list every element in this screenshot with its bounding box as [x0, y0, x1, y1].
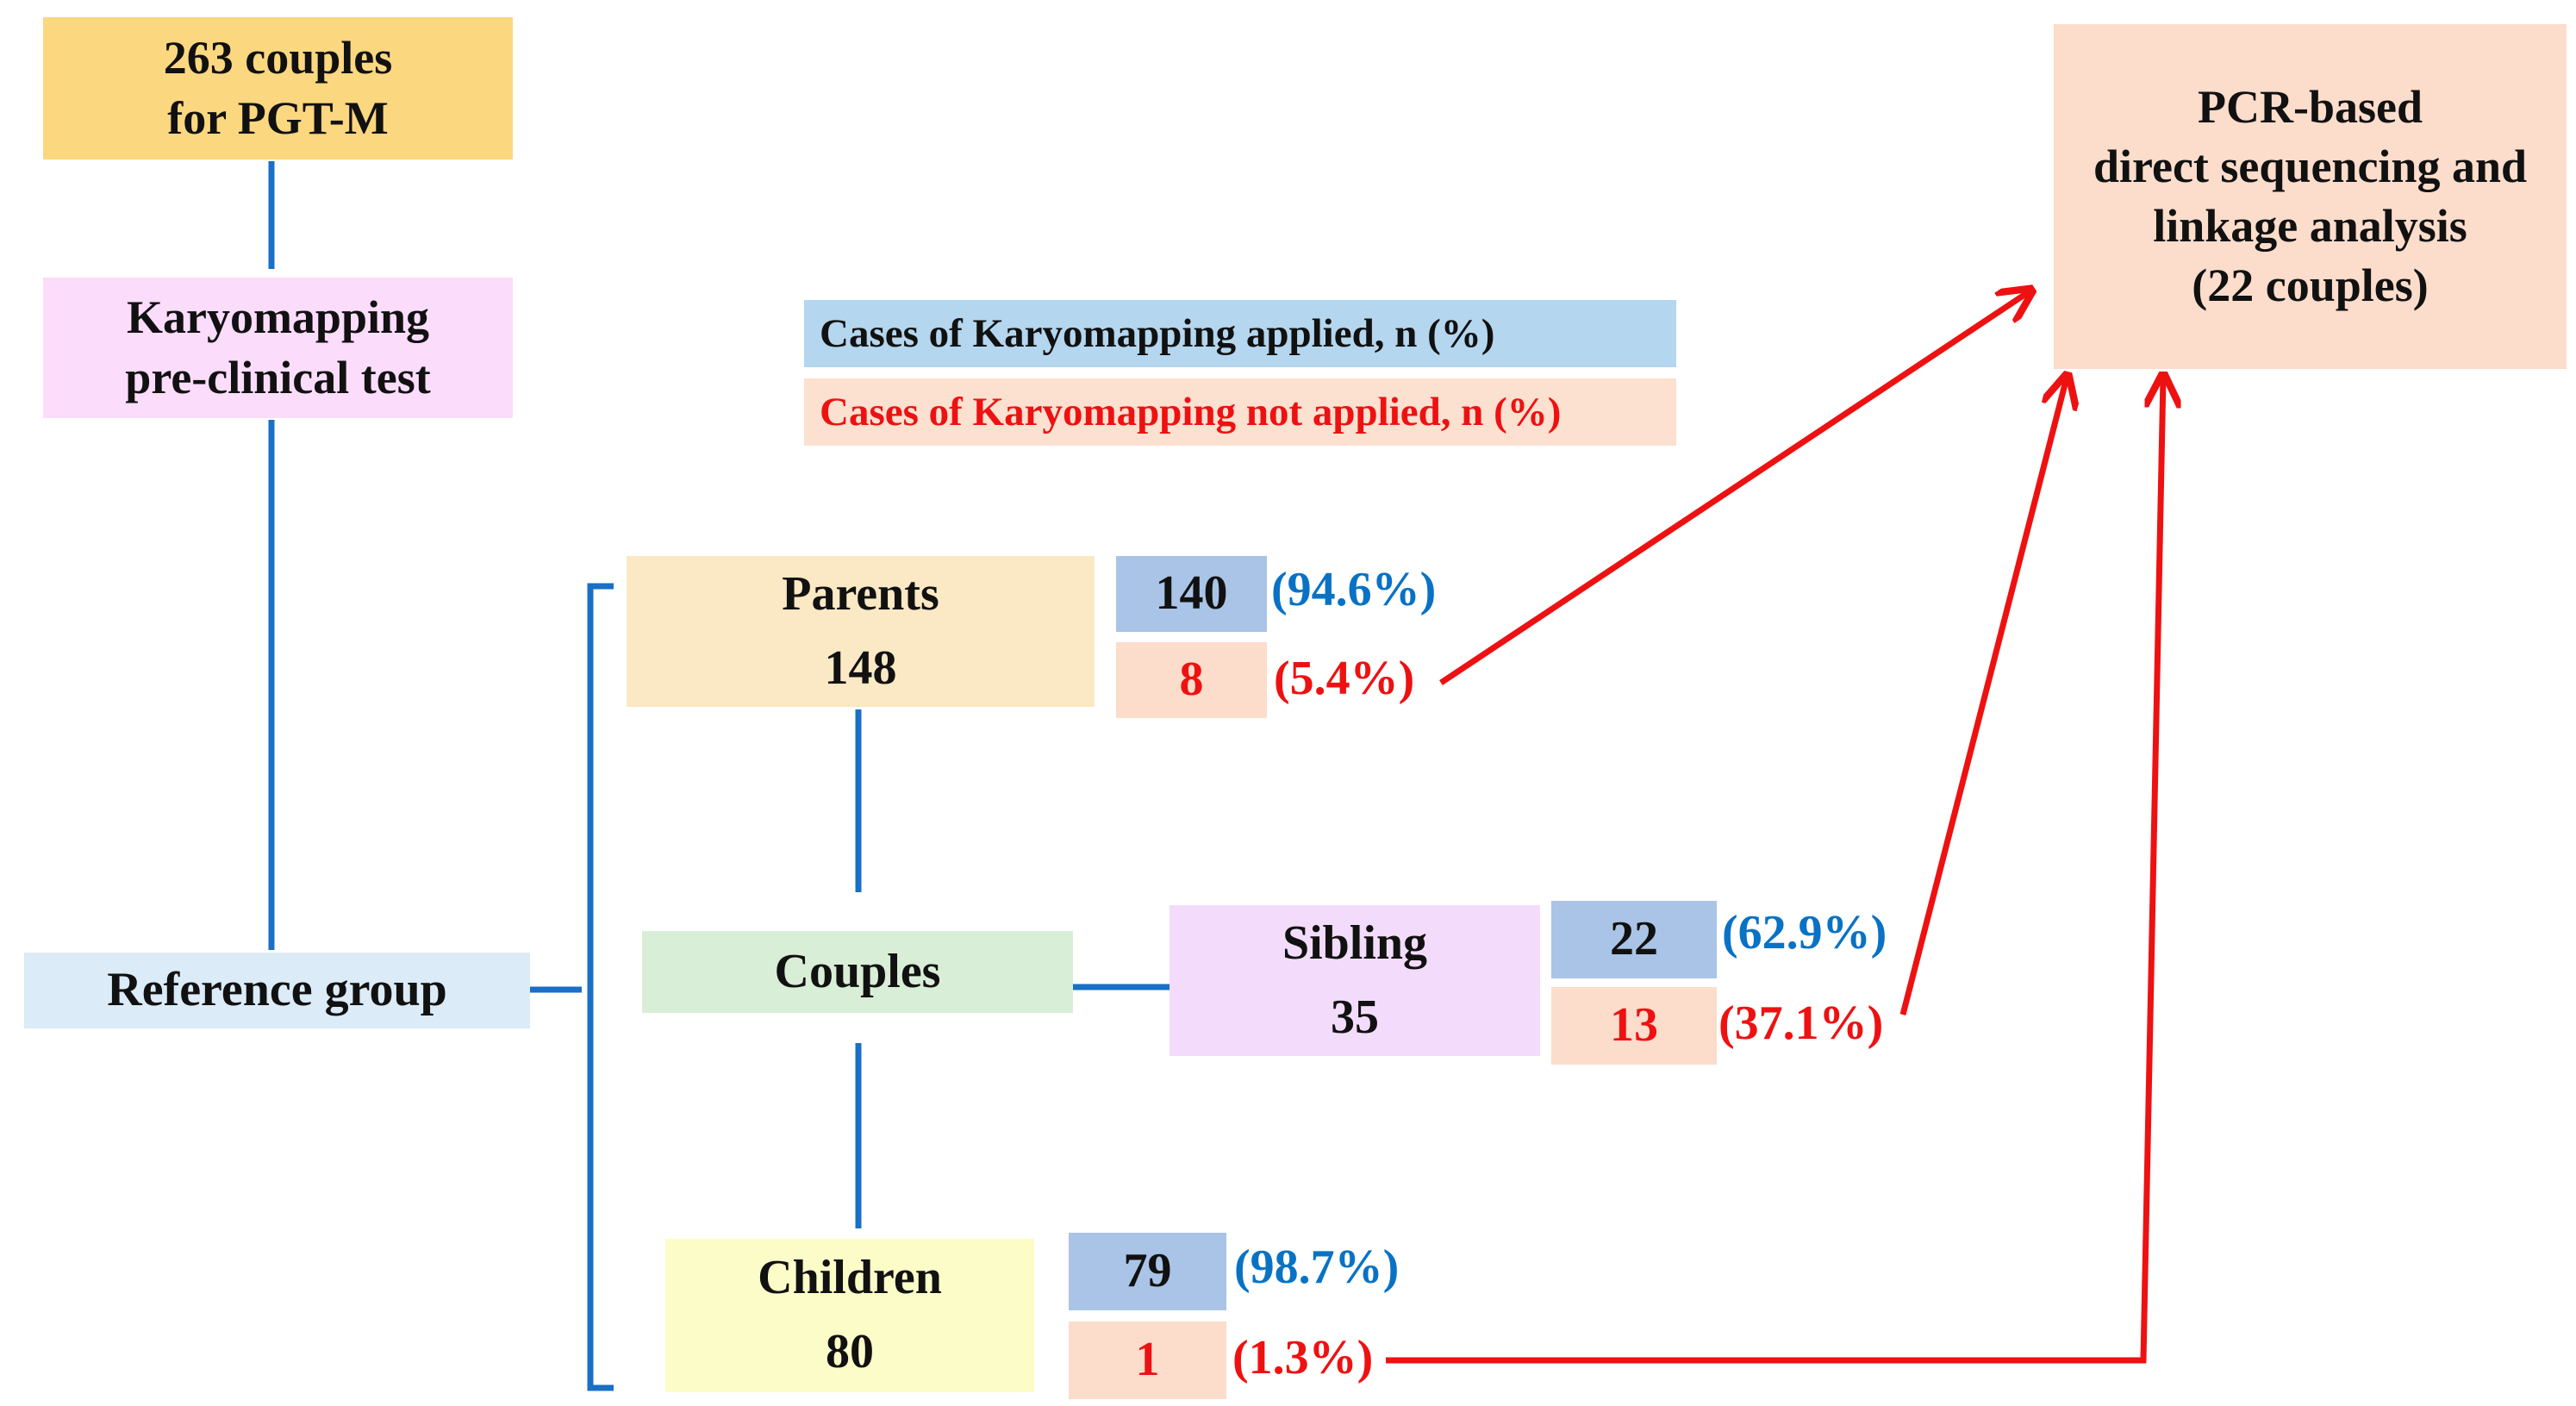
children-not-applied-pct: (1.3%)	[1232, 1331, 1374, 1384]
sibling-not-n: 13	[1610, 998, 1658, 1053]
parents-not-n: 8	[1179, 653, 1204, 707]
reference-label: Reference group	[107, 963, 447, 1017]
preclinical-line2: pre-clinical test	[125, 351, 431, 403]
children-not-applied-cell: 1	[1069, 1322, 1226, 1399]
sibling-total: 35	[1331, 990, 1379, 1044]
parents-box: Parents 148	[627, 556, 1095, 707]
arrow-children-to-pcr	[1386, 378, 2163, 1364]
children-box: Children 80	[665, 1239, 1034, 1392]
parents-applied-pct: (94.6%)	[1271, 563, 1437, 616]
sibling-applied-n: 22	[1610, 912, 1658, 966]
pcr-analysis-box: PCR-based direct sequencing and linkage …	[2054, 24, 2567, 369]
reference-bracket	[587, 583, 614, 1391]
legend-applied: Cases of Karyomapping applied, n (%)	[804, 300, 1676, 367]
children-applied-cell: 79	[1069, 1233, 1226, 1310]
reference-group-box: Reference group	[24, 953, 530, 1028]
couples-label: Couples	[774, 944, 941, 998]
sibling-not-applied-cell: 13	[1551, 987, 1717, 1065]
arrow-parents-to-pcr	[1439, 291, 2030, 685]
sibling-applied-pct: (62.9%)	[1722, 906, 1887, 959]
sibling-label: Sibling	[1282, 915, 1428, 970]
parents-label: Parents	[782, 566, 939, 621]
start-line2: for PGT-M	[167, 91, 389, 144]
sibling-box: Sibling 35	[1169, 905, 1540, 1056]
pcr-line2: direct sequencing and	[2093, 140, 2528, 192]
children-total: 80	[826, 1325, 874, 1378]
parents-not-applied-pct: (5.4%)	[1274, 652, 1415, 705]
parents-applied-cell: 140	[1116, 556, 1267, 632]
couples-box: Couples	[642, 931, 1073, 1013]
legend-applied-text: Cases of Karyomapping applied, n (%)	[820, 310, 1495, 356]
pcr-line4: (22 couples)	[2192, 259, 2429, 312]
children-not-n: 1	[1135, 1333, 1160, 1387]
start-box: 263 couples for PGT-M	[43, 17, 513, 159]
parents-applied-n: 140	[1155, 566, 1228, 621]
pcr-line3: linkage analysis	[2153, 200, 2467, 252]
pcr-line1: PCR-based	[2197, 80, 2423, 133]
legend-not-applied-text: Cases of Karyomapping not applied, n (%)	[820, 389, 1562, 434]
arrow-sibling-to-pcr	[1899, 378, 2067, 1015]
parents-total: 148	[824, 641, 897, 695]
children-applied-n: 79	[1123, 1244, 1172, 1298]
preclinical-box: Karyomapping pre-clinical test	[43, 278, 513, 418]
sibling-applied-cell: 22	[1551, 901, 1717, 978]
start-line1: 263 couples	[163, 32, 393, 84]
parents-not-applied-cell: 8	[1116, 642, 1267, 718]
children-applied-pct: (98.7%)	[1234, 1240, 1400, 1294]
children-label: Children	[758, 1251, 942, 1305]
legend-not-applied: Cases of Karyomapping not applied, n (%)	[804, 378, 1676, 446]
preclinical-line1: Karyomapping	[126, 291, 430, 344]
sibling-not-applied-pct: (37.1%)	[1718, 997, 1884, 1050]
